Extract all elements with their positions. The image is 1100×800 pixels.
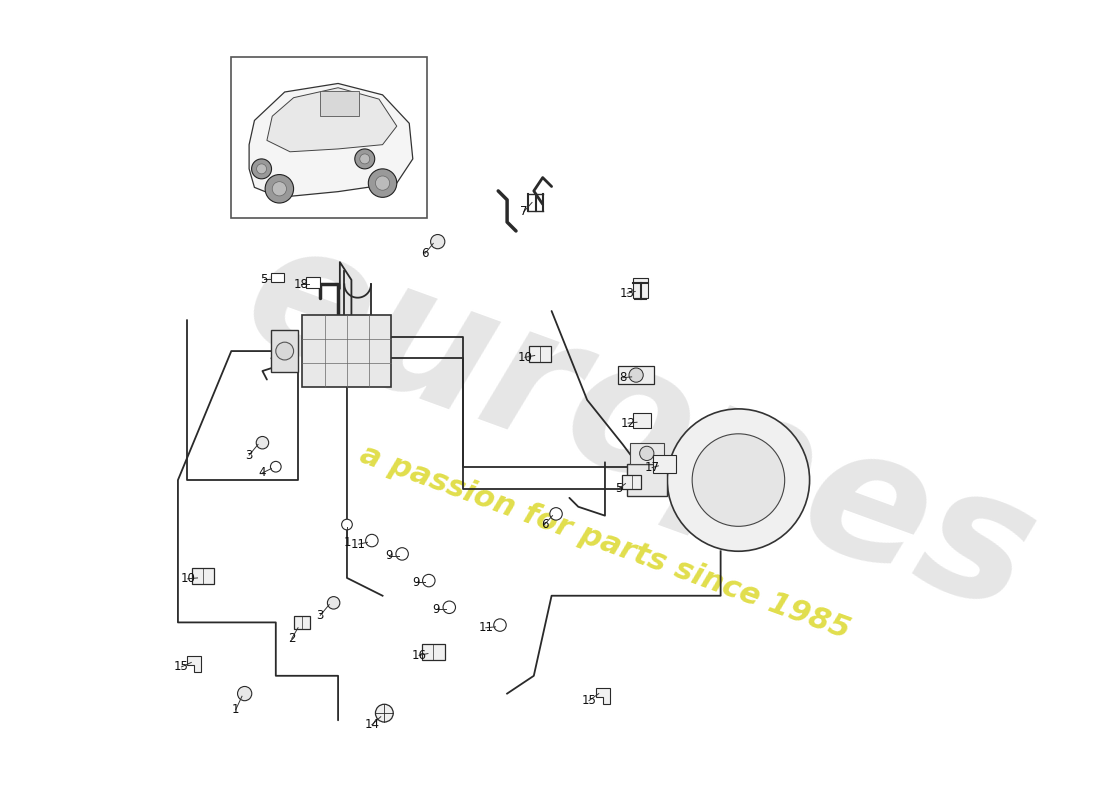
- Bar: [295, 616, 310, 629]
- Text: 13: 13: [619, 286, 635, 300]
- Text: 7: 7: [520, 205, 528, 218]
- Circle shape: [640, 446, 653, 461]
- Text: a passion for parts since 1985: a passion for parts since 1985: [356, 440, 854, 645]
- Circle shape: [272, 182, 286, 196]
- Text: 11: 11: [478, 622, 493, 634]
- Bar: [231, 58, 427, 218]
- Text: 15: 15: [174, 660, 189, 674]
- Circle shape: [276, 342, 294, 360]
- Text: 2: 2: [288, 632, 296, 645]
- Bar: [302, 315, 392, 386]
- Text: 6: 6: [421, 246, 429, 260]
- Text: 1: 1: [343, 536, 351, 549]
- Circle shape: [256, 437, 268, 449]
- Bar: [630, 442, 663, 464]
- Text: 5: 5: [615, 482, 622, 495]
- Bar: [272, 330, 298, 373]
- Circle shape: [360, 154, 370, 164]
- Text: 6: 6: [541, 518, 548, 531]
- Circle shape: [368, 169, 397, 198]
- Polygon shape: [249, 83, 412, 198]
- Circle shape: [494, 619, 506, 631]
- Bar: [627, 464, 668, 496]
- Circle shape: [355, 149, 375, 169]
- Circle shape: [265, 174, 294, 203]
- Circle shape: [396, 548, 408, 560]
- Text: 12: 12: [620, 417, 636, 430]
- Circle shape: [692, 434, 784, 526]
- Text: 8: 8: [619, 371, 627, 384]
- Text: 16: 16: [411, 649, 427, 662]
- Circle shape: [252, 159, 272, 179]
- Text: 10: 10: [517, 350, 532, 364]
- Circle shape: [430, 234, 444, 249]
- Text: europes: europes: [223, 203, 1057, 650]
- Text: 10: 10: [180, 572, 195, 586]
- Polygon shape: [267, 88, 397, 152]
- Bar: [192, 568, 213, 584]
- Circle shape: [443, 601, 455, 614]
- Circle shape: [342, 519, 352, 530]
- Bar: [306, 278, 320, 288]
- Circle shape: [365, 534, 378, 546]
- Bar: [320, 90, 360, 116]
- Circle shape: [375, 704, 393, 722]
- Circle shape: [629, 368, 644, 382]
- Circle shape: [238, 686, 252, 701]
- Circle shape: [550, 508, 562, 520]
- Bar: [621, 474, 641, 489]
- Bar: [653, 455, 676, 473]
- Text: 11: 11: [351, 538, 366, 550]
- Text: 3: 3: [245, 449, 253, 462]
- Polygon shape: [596, 688, 611, 704]
- Text: 18: 18: [294, 278, 308, 291]
- Text: 3: 3: [317, 609, 324, 622]
- Circle shape: [668, 409, 810, 551]
- Polygon shape: [187, 656, 201, 672]
- Text: 1: 1: [232, 703, 240, 716]
- Text: 9: 9: [412, 576, 420, 589]
- Text: 4: 4: [258, 466, 266, 479]
- Circle shape: [256, 164, 266, 174]
- Bar: [421, 644, 444, 660]
- Circle shape: [375, 176, 389, 190]
- Text: 5: 5: [261, 273, 268, 286]
- Bar: [529, 346, 551, 362]
- Circle shape: [328, 597, 340, 609]
- Text: 15: 15: [582, 694, 596, 707]
- Bar: [634, 414, 651, 427]
- Text: 9: 9: [432, 602, 440, 615]
- Text: 9: 9: [385, 549, 393, 562]
- Bar: [618, 366, 653, 384]
- Circle shape: [422, 574, 435, 587]
- Text: 14: 14: [364, 718, 380, 731]
- Bar: [634, 278, 648, 298]
- Bar: [272, 273, 284, 282]
- Text: 17: 17: [645, 461, 660, 474]
- Circle shape: [271, 462, 282, 472]
